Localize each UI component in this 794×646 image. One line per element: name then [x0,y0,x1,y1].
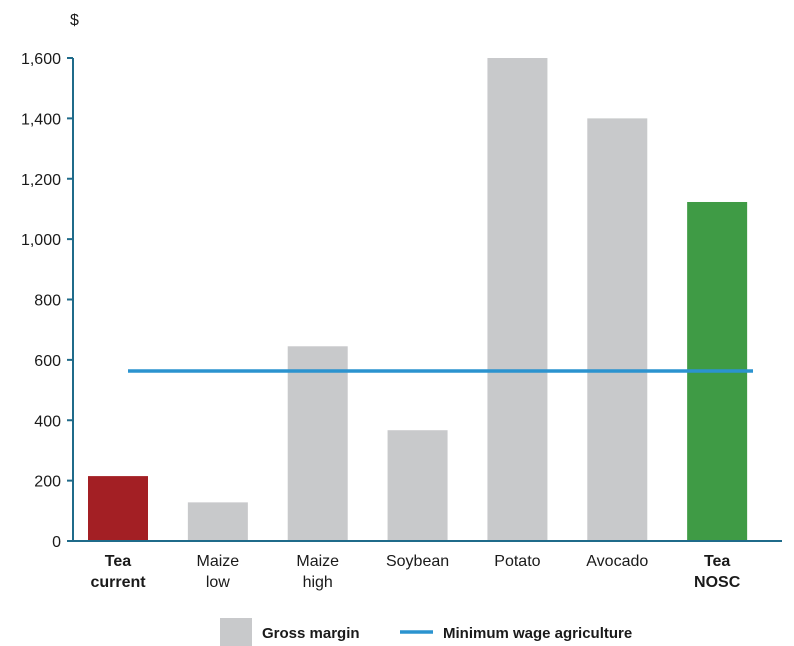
bar [187,502,248,541]
y-tick-label: 400 [34,413,61,430]
x-tick-label: Tea NOSC [694,553,741,591]
y-tick-label: 1,600 [21,51,61,68]
legend-swatch-box [220,618,252,646]
x-tick-label: Soybean [386,553,449,570]
x-axis-labels: Tea current Maize low Maize high Soybean Potato… [90,553,740,591]
x-tick-label: Maize high [296,553,339,591]
bar [287,346,348,541]
x-tick-label: Maize low [197,553,240,591]
y-tick-label: 800 [34,293,61,310]
y-tick-label: 200 [34,474,61,491]
bar [587,118,648,541]
x-tick-label: Tea current [90,553,146,591]
y-axis-ticks: 0 200 400 600 800 1,000 1,200 1,400 1,600 [21,51,73,551]
bar [88,476,148,541]
bar [487,58,548,541]
x-tick-label: Potato [494,553,540,570]
x-tick-label: Avocado [586,553,648,570]
y-axis-unit: $ [70,12,79,29]
y-tick-label: 1,200 [21,172,61,189]
y-tick-label: 1,400 [21,111,61,128]
legend-label: Gross margin [262,625,360,642]
legend-label: Minimum wage agriculture [443,625,632,642]
y-tick-label: 1,000 [21,232,61,249]
bars [88,58,748,541]
y-tick-label: 600 [34,353,61,370]
y-tick-label: 0 [52,534,61,551]
bar [387,430,448,541]
legend: Gross margin Minimum wage agriculture [220,618,632,646]
